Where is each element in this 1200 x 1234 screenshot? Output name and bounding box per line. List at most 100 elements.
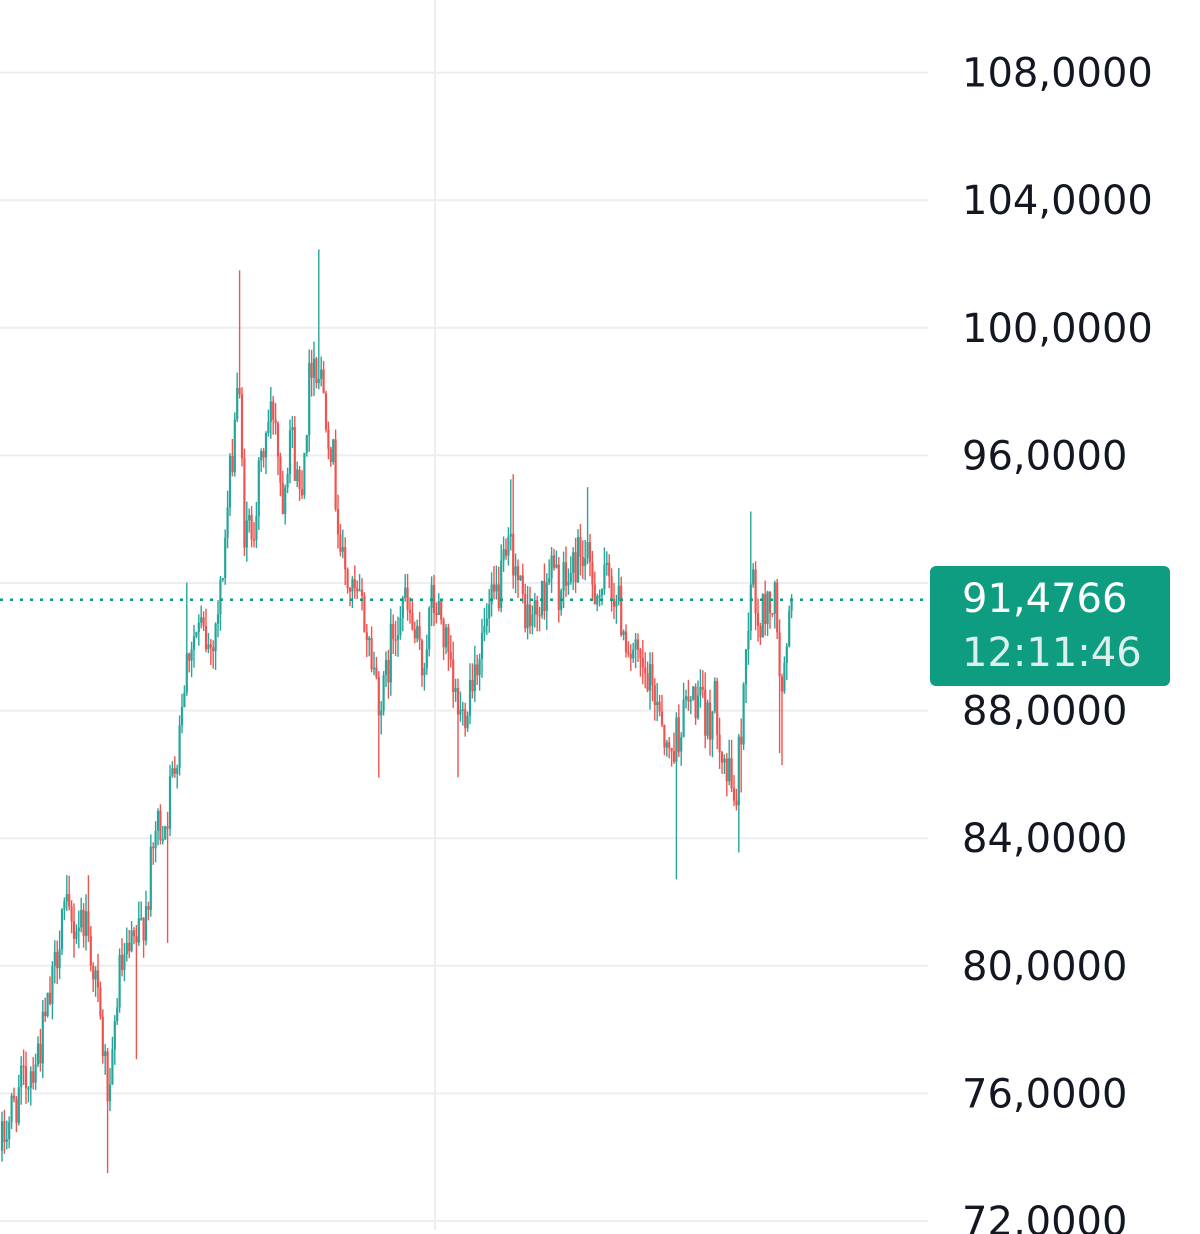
candle[interactable] [569,556,572,585]
candle[interactable] [548,559,551,585]
candle[interactable] [293,416,296,482]
candle[interactable] [401,595,404,632]
candle[interactable] [92,962,95,993]
candle[interactable] [737,733,740,853]
candle[interactable] [536,595,539,632]
candle[interactable] [161,825,164,845]
candle[interactable] [166,811,169,943]
candle[interactable] [780,673,784,766]
candle[interactable] [788,605,791,648]
candle[interactable] [456,678,460,778]
candle[interactable] [34,1053,37,1091]
candle[interactable] [615,594,618,624]
candle[interactable] [339,524,342,557]
candle[interactable] [416,619,419,643]
candle[interactable] [524,583,527,633]
candle[interactable] [752,563,755,588]
candle[interactable] [658,694,661,717]
candle[interactable] [420,638,424,687]
candle[interactable] [12,1087,16,1103]
candle[interactable] [308,349,311,452]
candle[interactable] [435,602,438,624]
candle[interactable] [48,976,52,1006]
candle[interactable] [341,529,344,559]
candle[interactable] [533,592,536,628]
candle[interactable] [466,711,469,732]
candle[interactable] [692,685,695,701]
candle[interactable] [699,669,702,708]
candle[interactable] [394,620,397,656]
candle[interactable] [423,662,426,691]
candle[interactable] [442,617,445,661]
candle[interactable] [106,1047,109,1173]
candle[interactable] [749,511,752,641]
candle[interactable] [408,597,412,624]
candle[interactable] [740,718,743,793]
candle[interactable] [75,924,78,944]
candle[interactable] [639,648,642,677]
candle[interactable] [413,621,416,644]
candle[interactable] [387,649,390,699]
candle[interactable] [785,643,788,681]
candle[interactable] [629,644,632,671]
candle[interactable] [195,631,198,639]
candle[interactable] [790,594,793,619]
candle[interactable] [716,677,719,750]
candle[interactable] [296,461,299,487]
candle[interactable] [596,593,599,612]
candle[interactable] [10,1092,13,1129]
candle[interactable] [243,448,246,556]
candle[interactable] [264,431,268,475]
candle[interactable] [240,387,244,467]
candle[interactable] [557,557,560,623]
candle[interactable] [550,546,553,593]
candle[interactable] [399,606,402,640]
candle[interactable] [476,654,479,686]
candle[interactable] [171,761,174,778]
candle[interactable] [41,1000,44,1079]
candle[interactable] [351,576,354,608]
candle[interactable] [389,608,392,696]
candle[interactable] [154,821,157,863]
candle[interactable] [735,788,738,811]
candle[interactable] [610,568,613,612]
candle[interactable] [437,593,440,616]
candle[interactable] [226,490,229,549]
candle[interactable] [440,598,443,625]
candle[interactable] [406,573,409,621]
candle[interactable] [140,901,143,921]
candle[interactable] [276,421,280,476]
candle[interactable] [461,701,464,726]
candle[interactable] [3,1109,6,1154]
candle[interactable] [696,680,700,720]
candle[interactable] [358,574,361,592]
candle[interactable] [46,992,49,1018]
candle[interactable] [120,938,124,977]
candle[interactable] [720,750,724,774]
candle[interactable] [262,447,265,468]
candle[interactable] [783,656,786,694]
candle[interactable] [60,908,64,955]
candle[interactable] [495,565,498,600]
candle[interactable] [84,894,88,951]
candle[interactable] [764,580,767,636]
candle[interactable] [291,415,294,449]
candle[interactable] [22,1049,25,1086]
candle[interactable] [754,561,757,631]
candle[interactable] [200,605,203,629]
candle[interactable] [526,585,529,640]
candle[interactable] [704,672,707,749]
candle[interactable] [504,538,508,560]
candle[interactable] [353,565,356,599]
candle[interactable] [516,559,520,598]
candle[interactable] [274,403,277,435]
candle[interactable] [104,1044,107,1075]
candle[interactable] [65,875,68,912]
candle[interactable] [137,901,140,946]
candle[interactable] [425,634,428,675]
candle[interactable] [329,446,332,467]
candle[interactable] [519,575,522,582]
candle[interactable] [632,642,635,663]
candle[interactable] [260,448,263,473]
candle[interactable] [370,626,373,673]
